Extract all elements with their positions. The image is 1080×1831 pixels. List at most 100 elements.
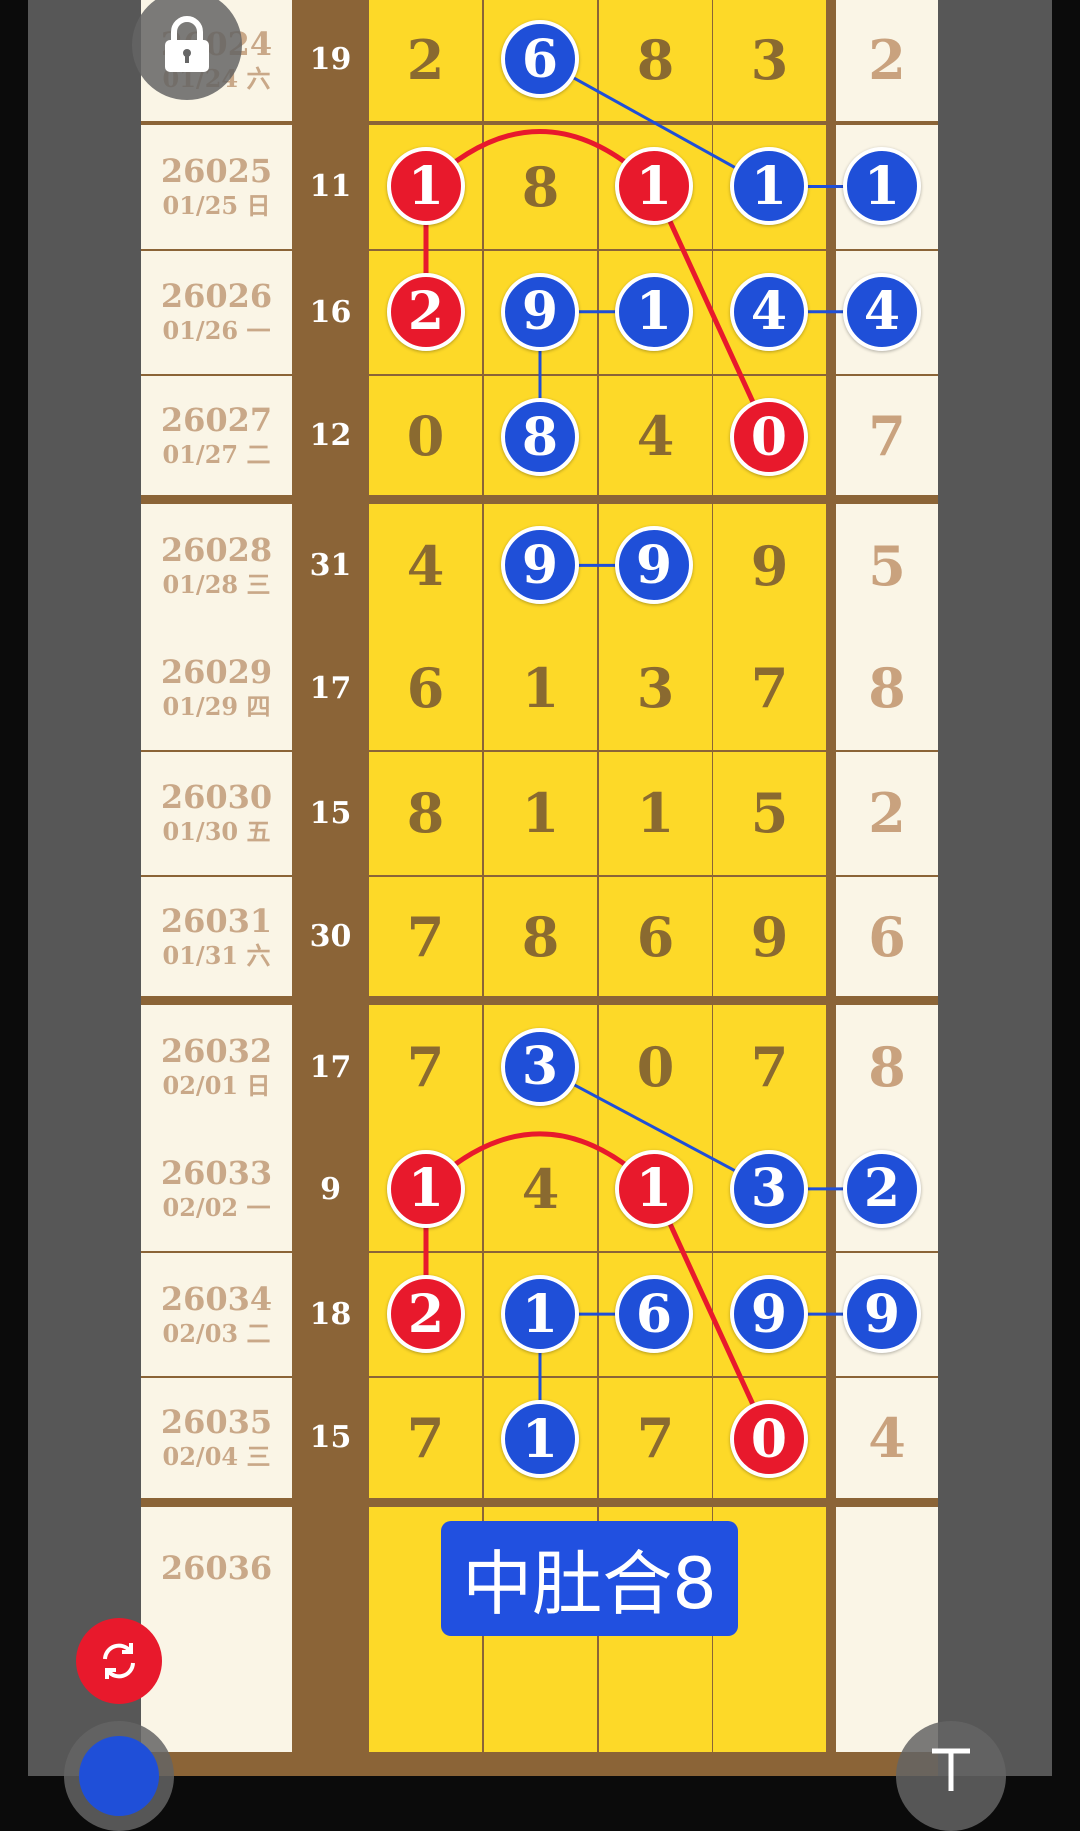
pen-button[interactable] [64, 1721, 174, 1831]
refresh-button[interactable] [76, 1618, 162, 1704]
right-digit-cell: 2 [836, 751, 938, 876]
issue-number: 26026 [160, 277, 273, 316]
red-ball: 0 [730, 398, 808, 477]
issue-date: 01/26 一 [162, 316, 271, 346]
issue-cell: 26025 01/25 日 [141, 125, 292, 249]
right-margin [938, 0, 1052, 1776]
blue-ball: 6 [615, 1275, 693, 1354]
red-ball: 2 [387, 272, 465, 351]
digit-cell: 8 [484, 125, 597, 249]
lock-icon [165, 16, 209, 72]
issue-cell: 26033 02/02 一 [141, 1127, 292, 1251]
issue-date: 01/28 三 [162, 569, 271, 599]
digit-cell: 4 [369, 504, 482, 628]
issue-number: 26025 [160, 151, 273, 190]
digit-cell [369, 1628, 482, 1753]
blue-ball: 4 [730, 272, 808, 351]
right-digit-cell: 5 [836, 504, 938, 628]
issue-number: 26028 [160, 530, 273, 569]
red-ball: 1 [387, 1149, 465, 1228]
digit-cell: 0 [369, 375, 482, 496]
red-ball: 2 [387, 1275, 465, 1354]
digit-cell: 8 [484, 877, 597, 997]
red-ball: 1 [615, 1149, 693, 1228]
issue-cell: 26030 01/30 五 [141, 751, 292, 876]
sum-value: 11 [309, 169, 352, 205]
digit-cell: 5 [713, 751, 826, 876]
trend-line [539, 57, 770, 188]
sum-value: 15 [309, 795, 352, 831]
trend-line [539, 1065, 770, 1191]
issue-number: 26027 [160, 400, 273, 439]
issue-cell: 26027 01/27 二 [141, 375, 292, 496]
digit-cell: 7 [599, 1378, 712, 1498]
issue-date: 02/02 一 [162, 1193, 271, 1223]
right-digit-cell: 6 [836, 877, 938, 997]
text-tool-button[interactable] [896, 1721, 1006, 1831]
pen-icon [79, 1736, 159, 1816]
issue-cell: 26026 01/26 一 [141, 250, 292, 374]
blue-ball: 4 [843, 272, 921, 351]
issue-date: 02/03 二 [162, 1318, 271, 1348]
issue-date: 02/04 三 [162, 1441, 271, 1471]
digit-cell: 2 [369, 0, 482, 122]
issue-date: 01/25 日 [162, 190, 271, 220]
blue-ball: 1 [843, 147, 921, 226]
issue-number: 26031 [160, 901, 273, 940]
digit-cell: 7 [713, 1005, 826, 1129]
digit-cell: 3 [713, 0, 826, 122]
sum-value: 17 [309, 1049, 352, 1085]
issue-number: 26030 [160, 778, 273, 817]
blue-ball: 8 [501, 398, 579, 477]
digit-cell [484, 1628, 597, 1753]
trend-lines [423, 57, 882, 1441]
right-digit-cell: 8 [836, 626, 938, 750]
blue-ball: 1 [615, 272, 693, 351]
text-icon [932, 1748, 970, 1791]
trend-line [651, 185, 772, 439]
issue-date: 01/27 二 [162, 439, 271, 469]
issue-date: 01/30 五 [162, 817, 271, 847]
digit-cell: 6 [599, 877, 712, 997]
right-digit-cell: 4 [836, 1378, 938, 1498]
issue-date: 01/31 六 [162, 940, 271, 970]
blue-ball: 1 [501, 1400, 579, 1479]
digit-cell: 8 [369, 751, 482, 876]
trend-line [651, 1187, 772, 1441]
issue-cell: 26028 01/28 三 [141, 504, 292, 628]
blue-ball: 9 [615, 526, 693, 605]
sum-value: 19 [309, 42, 352, 78]
right-digit-cell: 2 [836, 0, 938, 122]
blue-ball: 9 [501, 272, 579, 351]
sum-value: 30 [309, 919, 352, 955]
issue-number: 26033 [160, 1154, 273, 1193]
digit-cell: 7 [369, 1005, 482, 1129]
digit-cell: 9 [713, 504, 826, 628]
digit-cell: 4 [484, 1127, 597, 1251]
lock-button[interactable] [132, 0, 242, 100]
issue-number: 26029 [160, 653, 273, 692]
issue-date: 01/29 四 [162, 692, 271, 722]
issue-number: 26035 [160, 1402, 273, 1441]
sum-value: 16 [309, 294, 352, 330]
issue-number: 26032 [160, 1032, 273, 1071]
issue-number: 26036 [160, 1549, 273, 1588]
blue-ball: 1 [501, 1275, 579, 1354]
digit-cell: 9 [713, 877, 826, 997]
blue-ball: 6 [501, 20, 579, 99]
digit-cell: 3 [599, 626, 712, 750]
sum-value: 12 [309, 418, 352, 454]
issue-number: 26034 [160, 1279, 273, 1318]
right-digit-cell: 7 [836, 375, 938, 496]
blue-ball: 2 [843, 1149, 921, 1228]
sum-value: 15 [309, 1420, 352, 1456]
digit-cell: 1 [599, 751, 712, 876]
digit-cell [713, 1628, 826, 1753]
issue-cell: 26036 [141, 1506, 292, 1630]
right-digit-cell [836, 1506, 938, 1630]
issue-cell: 26031 01/31 六 [141, 877, 292, 997]
blue-ball: 3 [730, 1149, 808, 1228]
issue-cell: 26032 02/01 日 [141, 1005, 292, 1129]
issue-date: 02/01 日 [162, 1071, 271, 1101]
issue-cell: 26034 02/03 二 [141, 1253, 292, 1377]
